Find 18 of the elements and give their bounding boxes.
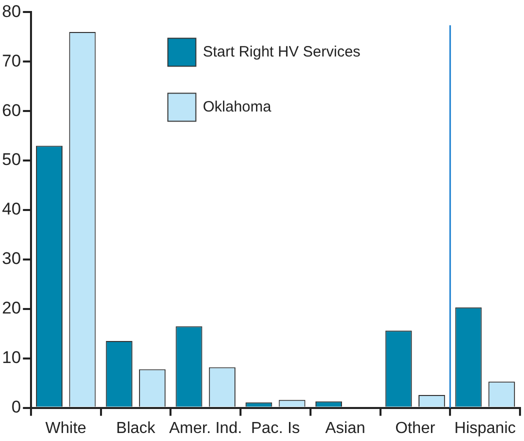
x-tick-label: White <box>45 420 86 437</box>
y-tick-label: 70 <box>2 51 21 70</box>
x-tick-label: Hispanic <box>454 420 516 437</box>
x-tick-label: Asian <box>325 420 366 437</box>
x-tick-label: Pac. Is <box>251 420 300 437</box>
y-tick-label: 80 <box>2 2 21 21</box>
x-tick-label: Amer. Ind. <box>169 420 242 437</box>
y-tick-label: 60 <box>2 100 21 120</box>
x-tick-label: Other <box>395 420 436 437</box>
y-tick-label: 20 <box>2 298 21 318</box>
y-tick-label: 40 <box>2 200 21 219</box>
x-tick-label: Black <box>116 420 156 437</box>
y-tick-label: 30 <box>2 249 21 268</box>
y-tick-label: 50 <box>2 150 21 170</box>
legend-label: Start Right HV Services <box>202 43 360 60</box>
y-tick-label: 10 <box>2 348 21 368</box>
legend-label: Oklahoma <box>202 98 272 116</box>
y-tick-label: 0 <box>11 397 21 416</box>
